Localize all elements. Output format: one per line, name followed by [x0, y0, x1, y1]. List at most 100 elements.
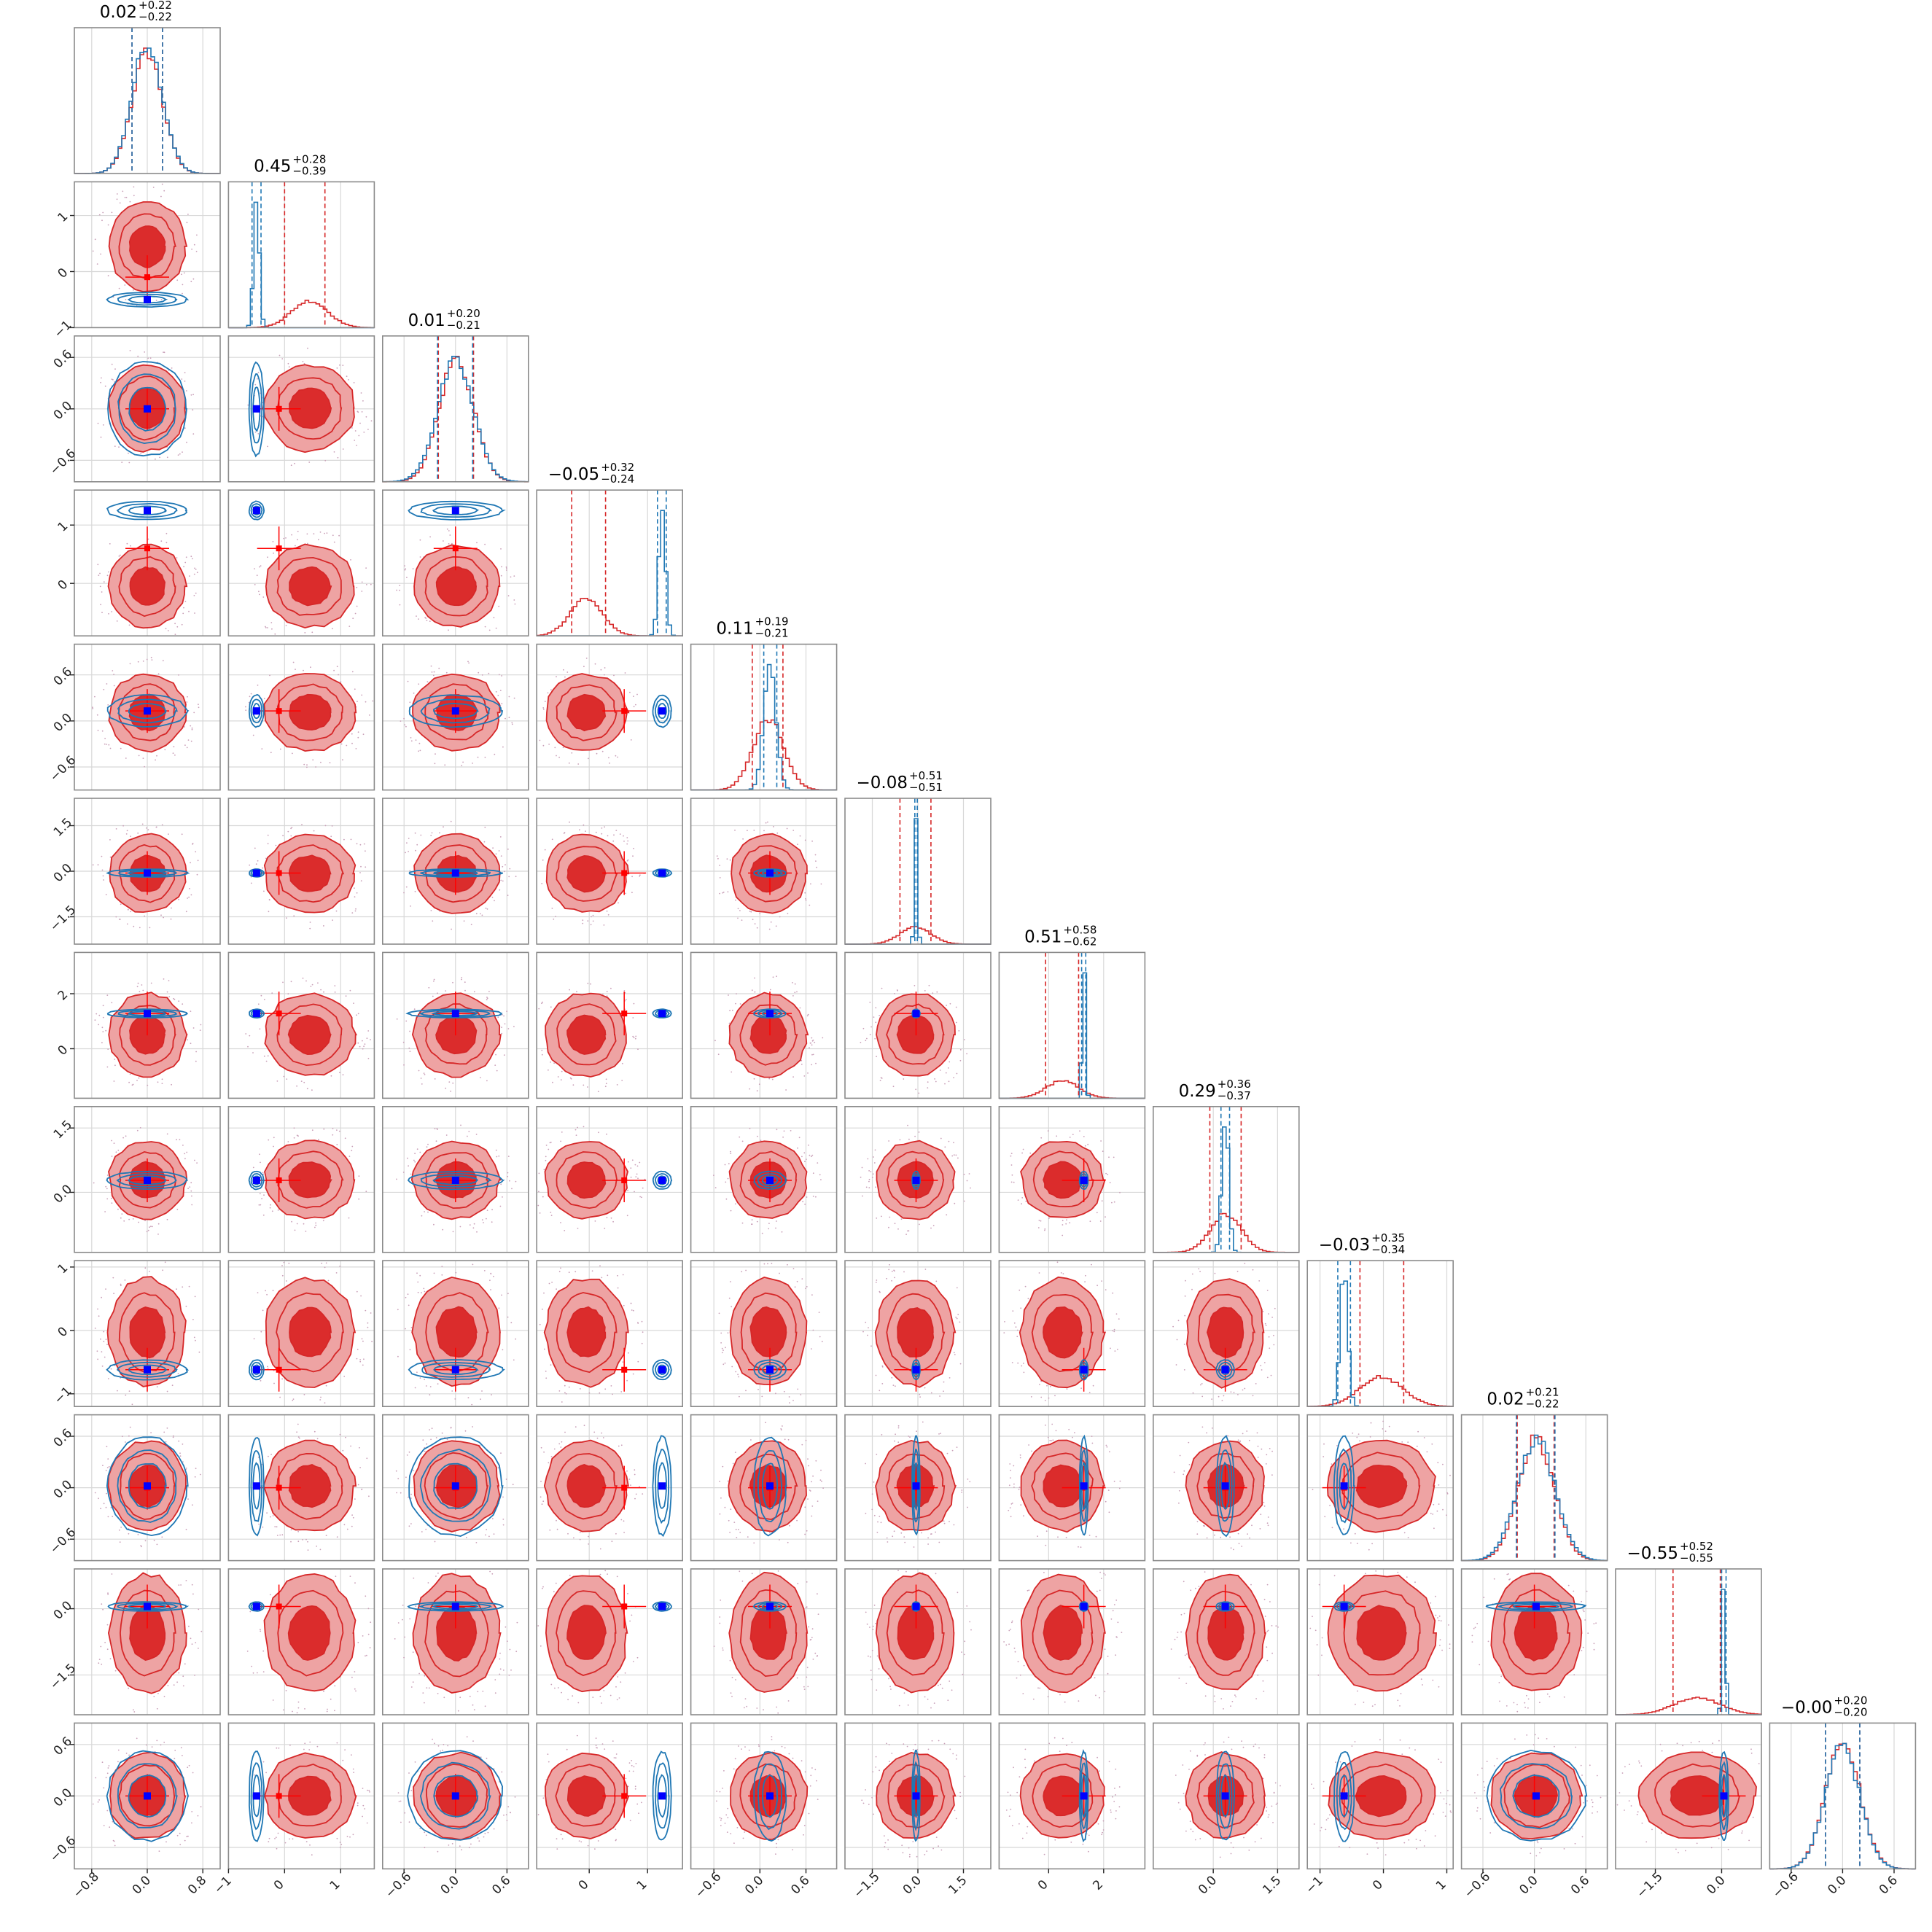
- panel-frame: [227, 181, 375, 329]
- sample-point: [153, 1539, 155, 1541]
- sample-point: [146, 1231, 148, 1233]
- sample-point: [867, 1334, 868, 1336]
- sample-point: [811, 1053, 813, 1056]
- sample-point: [1312, 1616, 1313, 1618]
- sample-point: [171, 1384, 174, 1387]
- sample-point: [265, 857, 267, 860]
- sample-point: [339, 1847, 341, 1848]
- sample-point: [1204, 1525, 1206, 1527]
- sample-point: [367, 1326, 369, 1328]
- sample-point: [192, 394, 194, 396]
- sample-point: [92, 1803, 94, 1805]
- sample-point: [102, 1016, 104, 1018]
- sample-point: [617, 1287, 619, 1289]
- sample-point: [548, 744, 550, 745]
- panel-frame: [227, 489, 375, 637]
- sample-point: [486, 997, 488, 1000]
- sample-point: [606, 1217, 608, 1218]
- sample-point: [415, 739, 417, 741]
- sample-point: [179, 1832, 181, 1834]
- sample-point: [357, 736, 359, 739]
- sample-point: [1188, 1464, 1191, 1465]
- sample-point: [515, 1180, 517, 1183]
- sample-point: [142, 989, 144, 992]
- sample-point: [618, 902, 619, 904]
- blue-contour: [127, 295, 168, 304]
- sample-point: [351, 742, 353, 744]
- sample-point: [408, 1525, 410, 1527]
- sample-point: [494, 900, 495, 902]
- sample-point: [323, 1691, 324, 1693]
- sample-point: [1177, 1320, 1180, 1322]
- sample-point: [176, 1681, 179, 1683]
- sample-point: [959, 1796, 962, 1798]
- sample-point: [787, 1438, 790, 1441]
- sample-point: [564, 1384, 566, 1387]
- sample-point: [564, 676, 566, 678]
- sample-point: [731, 1306, 733, 1308]
- sample-point: [120, 1285, 122, 1287]
- sample-point: [414, 832, 416, 834]
- sample-point: [187, 1498, 189, 1500]
- sample-point: [491, 1573, 494, 1575]
- sample-point: [427, 1143, 429, 1145]
- sample-point: [111, 211, 113, 214]
- blue-contour: [1215, 1601, 1236, 1612]
- sample-point: [177, 454, 179, 456]
- sample-point: [930, 1533, 932, 1535]
- sample-point: [193, 712, 195, 714]
- sample-point: [141, 984, 143, 986]
- sample-point: [354, 688, 356, 690]
- sample-point: [424, 1379, 425, 1381]
- sample-point: [107, 1378, 109, 1379]
- sample-point: [486, 1529, 488, 1530]
- sample-point: [178, 1000, 180, 1002]
- sample-point: [714, 1187, 717, 1188]
- sample-point: [787, 1541, 789, 1543]
- sample-point: [735, 1528, 737, 1530]
- sample-point: [604, 826, 605, 828]
- blue-contour: [250, 373, 263, 444]
- sample-point: [1066, 1745, 1067, 1747]
- red-contour-inner: [1207, 1605, 1244, 1661]
- sample-point: [407, 1293, 409, 1296]
- sample-point: [870, 1678, 873, 1680]
- sample-point: [500, 855, 502, 857]
- sample-point: [935, 1573, 937, 1575]
- sample-point: [543, 1348, 545, 1350]
- sample-point: [416, 1148, 418, 1150]
- panel-title-minus: −0.37: [1218, 1089, 1251, 1102]
- panel-title-plus: +0.36: [1218, 1078, 1251, 1091]
- sample-point: [178, 1672, 180, 1674]
- sample-point: [106, 1467, 109, 1468]
- sample-point: [1107, 1656, 1109, 1657]
- sample-point: [1099, 1697, 1100, 1699]
- sample-point: [1336, 1445, 1338, 1446]
- panel-frame: [536, 1722, 684, 1870]
- sample-point: [98, 574, 100, 576]
- sample-point: [160, 540, 163, 542]
- sample-point: [459, 1226, 461, 1228]
- sample-point: [912, 1748, 914, 1750]
- sample-point: [537, 1625, 540, 1627]
- sample-point: [357, 1349, 359, 1350]
- blue-contour: [106, 1170, 188, 1191]
- sample-point: [282, 835, 284, 837]
- sample-point: [1115, 1768, 1117, 1770]
- sample-point: [121, 1213, 123, 1215]
- sample-point: [730, 1281, 731, 1282]
- sample-point: [155, 300, 157, 301]
- sample-point: [888, 1744, 890, 1745]
- panel-frame: [227, 1414, 375, 1562]
- sample-point: [276, 1747, 278, 1749]
- y-tick-label: 0.0: [51, 711, 75, 735]
- sample-point: [129, 350, 131, 351]
- sample-point: [160, 914, 162, 916]
- sample-point: [866, 1037, 868, 1040]
- panel-title-plus: +0.35: [1371, 1231, 1405, 1244]
- sample-point: [184, 601, 187, 602]
- sample-point: [120, 1527, 122, 1528]
- panel-1-1: 0.45 +0.28−0.39: [227, 152, 375, 329]
- sample-point: [807, 1072, 809, 1074]
- sample-point: [1266, 1522, 1269, 1524]
